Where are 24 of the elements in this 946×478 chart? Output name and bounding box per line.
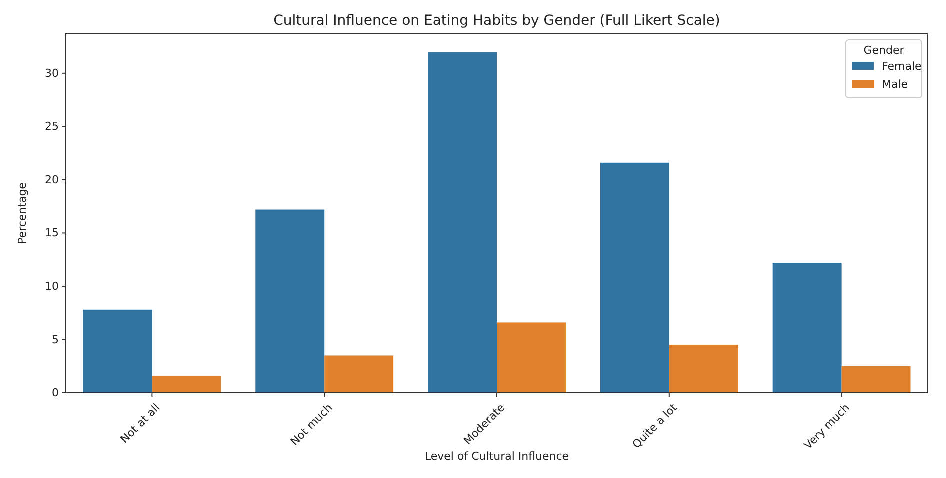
legend-label: Male bbox=[882, 78, 908, 91]
bar bbox=[669, 345, 738, 393]
bar bbox=[497, 322, 566, 393]
legend-label: Female bbox=[882, 60, 922, 73]
x-tick-label: Not at all bbox=[118, 401, 163, 446]
y-tick-label: 25 bbox=[45, 120, 59, 134]
bar bbox=[842, 366, 911, 393]
legend-title: Gender bbox=[864, 44, 905, 57]
y-tick-label: 0 bbox=[52, 386, 59, 400]
bar bbox=[772, 263, 842, 393]
bar bbox=[152, 376, 222, 393]
y-tick-label: 15 bbox=[45, 226, 59, 240]
x-axis-title: Level of Cultural Influence bbox=[424, 450, 570, 463]
bar bbox=[428, 52, 497, 393]
bar bbox=[600, 162, 670, 393]
y-tick-label: 20 bbox=[45, 173, 59, 186]
bar bbox=[324, 356, 394, 393]
chart-title: Cultural Influence on Eating Habits by Gender (Full Likert Scale) bbox=[274, 13, 720, 29]
y-tick-label: 10 bbox=[45, 280, 59, 293]
y-tick-label: 5 bbox=[52, 333, 59, 346]
bar bbox=[256, 210, 325, 393]
y-axis-title: Percentage bbox=[16, 182, 29, 244]
y-tick-label: 30 bbox=[45, 66, 59, 80]
bar bbox=[83, 310, 152, 393]
